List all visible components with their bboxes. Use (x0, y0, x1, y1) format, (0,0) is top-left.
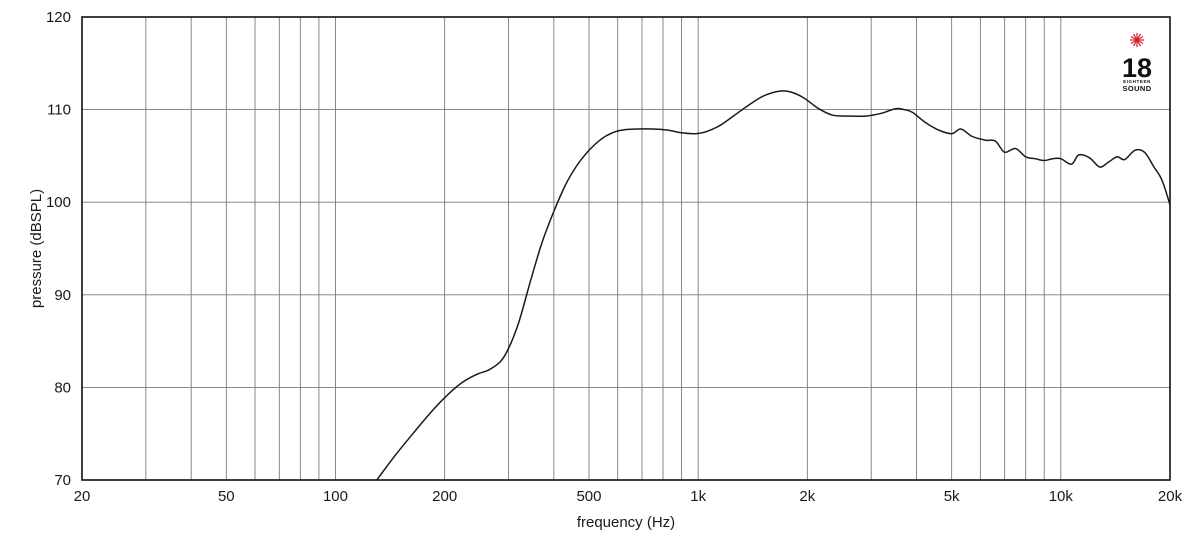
y-axis-label: pressure (dBSPL) (28, 189, 45, 308)
x-tick-label: 5k (944, 488, 960, 505)
plot-frame (81, 16, 1171, 481)
y-tick-label: 70 (54, 472, 71, 489)
x-tick-label: 100 (323, 488, 348, 505)
x-tick-label: 200 (432, 488, 457, 505)
eighteen-sound-logo: 18 EIGHTEEN SOUND (1122, 33, 1152, 93)
logo-small-text: EIGHTEEN (1123, 79, 1151, 84)
x-tick-labels: 20 50 100 200 500 1k 2k 5k 10k 20k (74, 488, 1183, 505)
x-tick-label: 10k (1049, 488, 1074, 505)
x-tick-label: 2k (799, 488, 815, 505)
y-tick-label: 120 (46, 9, 71, 26)
y-tick-label: 80 (54, 379, 71, 396)
grid-lines (82, 17, 1170, 480)
y-tick-label: 100 (46, 194, 71, 211)
x-tick-label: 500 (576, 488, 601, 505)
y-tick-label: 90 (54, 287, 71, 304)
x-axis-label: frequency (Hz) (577, 514, 675, 531)
y-tick-labels: 70 80 90 100 110 120 (46, 9, 71, 489)
response-curve (376, 90, 1171, 481)
x-tick-label: 20 (74, 488, 91, 505)
x-tick-label: 50 (218, 488, 235, 505)
logo-word: SOUND (1122, 84, 1151, 93)
x-tick-label: 20k (1158, 488, 1183, 505)
y-tick-label: 110 (47, 102, 71, 119)
x-tick-label: 1k (690, 488, 706, 505)
logo-number: 18 (1122, 53, 1152, 83)
star-burst-icon (1130, 33, 1144, 47)
